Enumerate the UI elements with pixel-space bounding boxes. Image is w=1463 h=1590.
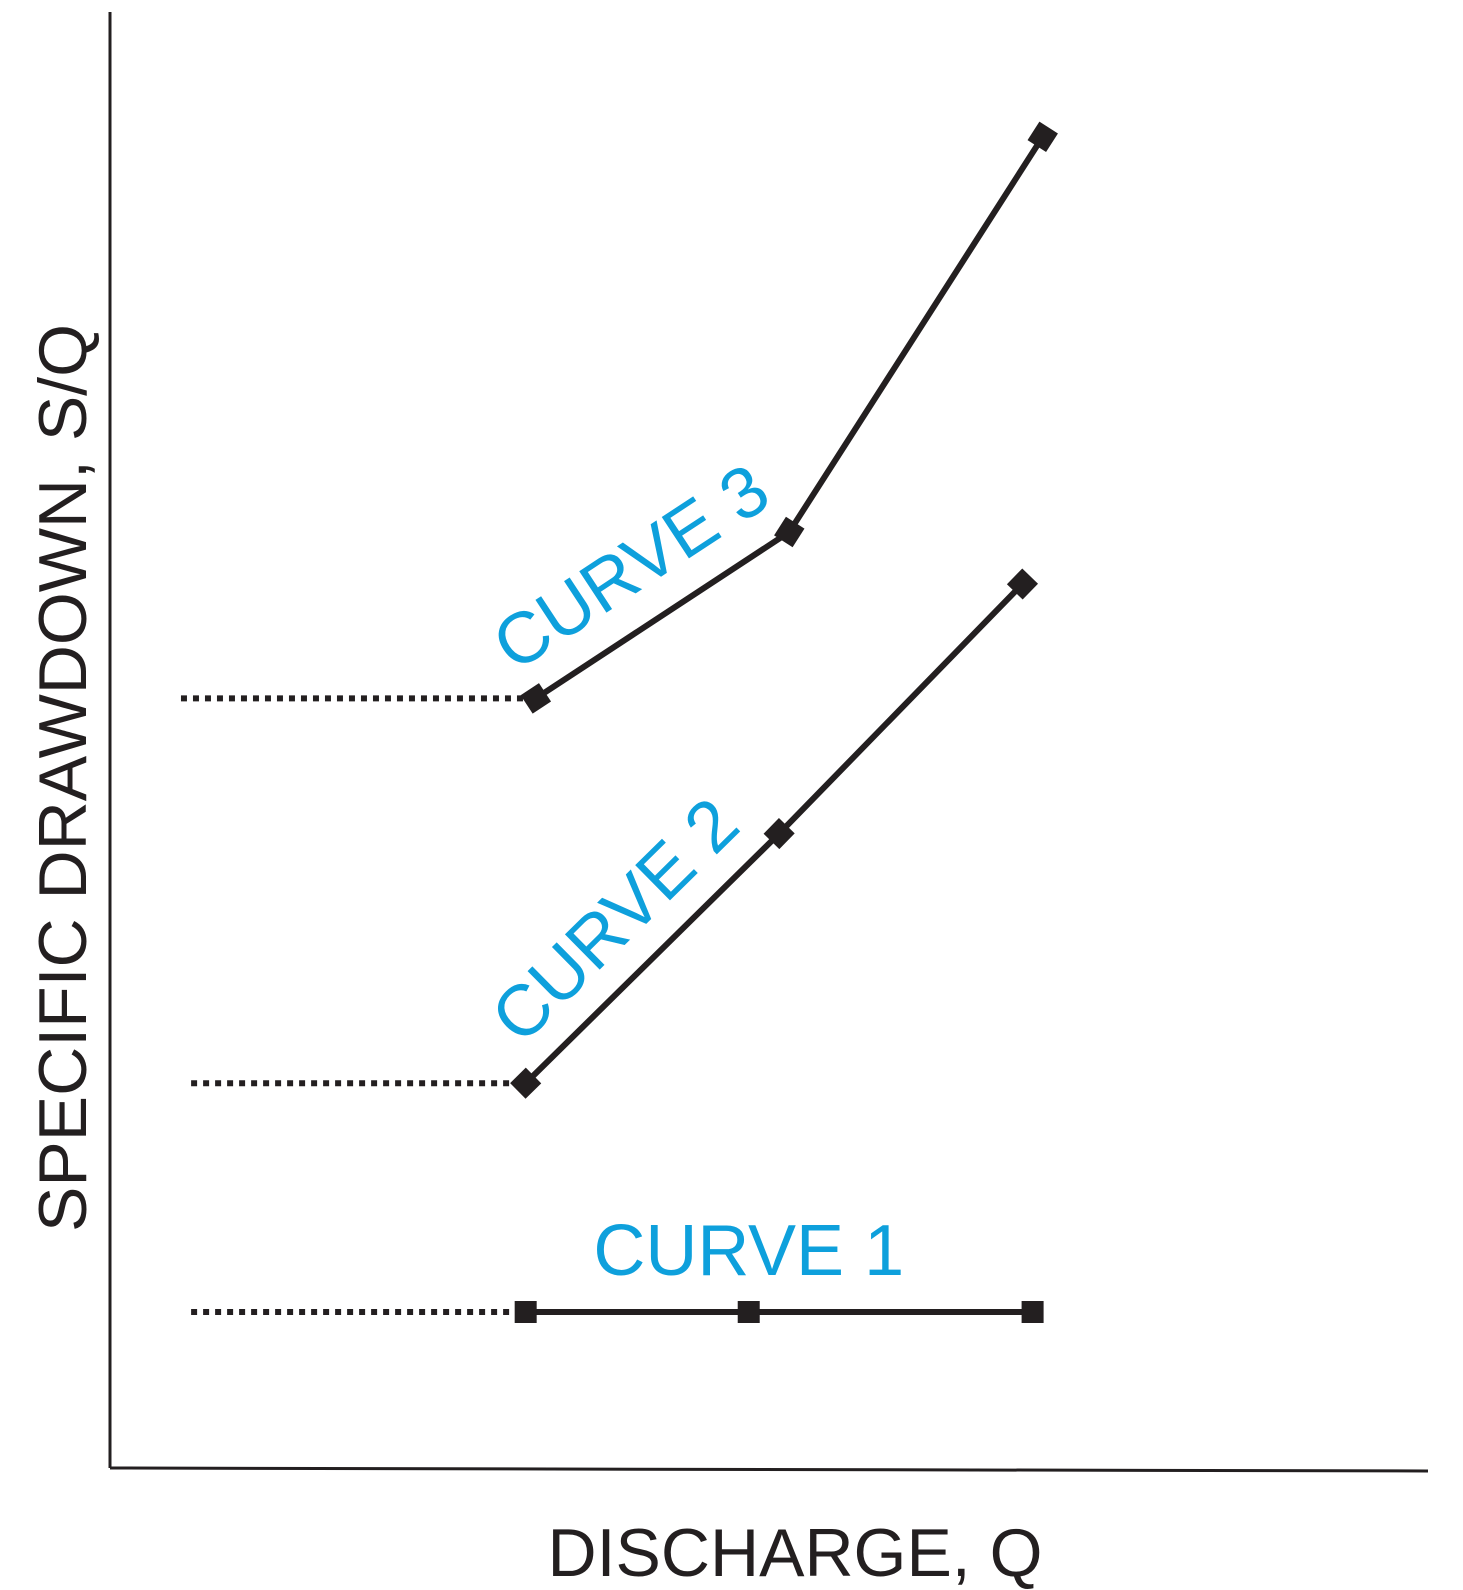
x-axis-label: DISCHARGE, Q — [548, 1515, 1043, 1590]
curve-1-point — [737, 1301, 760, 1323]
curve-2-segment — [776, 581, 1025, 836]
curve-1-point — [514, 1301, 537, 1323]
curve-1-label: CURVE 1 — [593, 1211, 904, 1291]
curve-3-point — [520, 683, 552, 714]
curve-2-segment — [523, 831, 782, 1086]
plot-area — [180, 121, 1058, 1323]
curve-3-segment — [534, 529, 791, 701]
x-axis-line — [109, 1466, 1429, 1473]
curve-2-point — [1006, 568, 1039, 600]
curve-1-series — [191, 1301, 1044, 1323]
curve-3-segment — [786, 135, 1046, 534]
curve-1-point — [1021, 1301, 1044, 1323]
curve-2-series — [191, 568, 1039, 1099]
curve-3-point — [1027, 121, 1058, 152]
curve-2-label: CURVE 2 — [476, 783, 754, 1058]
curve-2-point — [763, 818, 795, 850]
axes: DISCHARGE, Q SPECIFIC DRAWDOWN, S/Q — [25, 12, 1429, 1590]
curve-3-series — [180, 121, 1058, 714]
y-axis-label: SPECIFIC DRAWDOWN, S/Q — [25, 324, 101, 1232]
curve-3-point — [774, 516, 805, 548]
curve-2-point — [510, 1067, 542, 1099]
